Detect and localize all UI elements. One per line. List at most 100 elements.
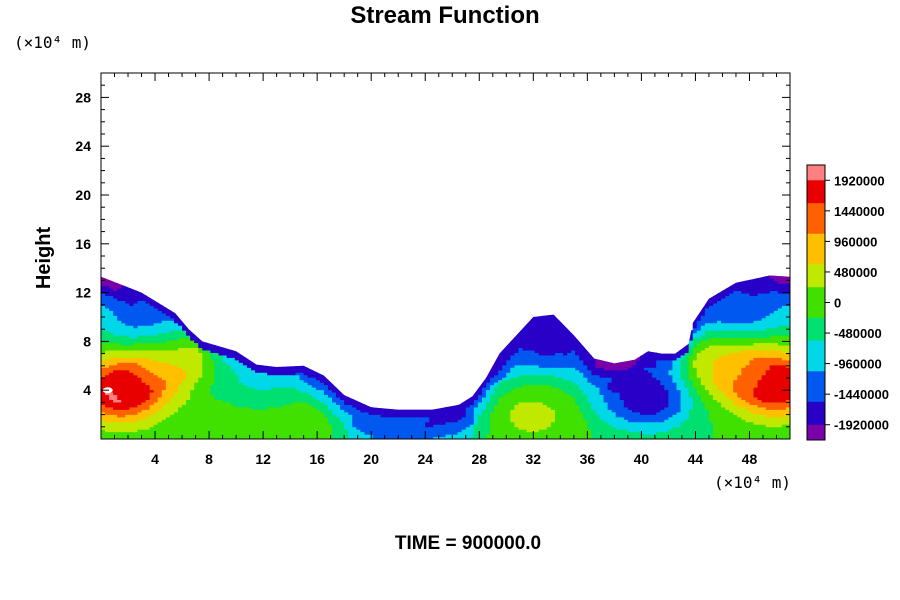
field-cell [336, 411, 341, 415]
field-cell [623, 411, 629, 415]
field-cell [627, 406, 633, 410]
field-cell [514, 426, 520, 430]
field-cell [344, 429, 349, 433]
field-cell [157, 317, 163, 321]
field-cell [413, 416, 418, 420]
field-cell [230, 387, 236, 391]
field-cell [352, 426, 357, 430]
field-cell [372, 429, 378, 433]
field-cell [133, 307, 139, 311]
field-cell [664, 391, 670, 396]
field-cell [494, 414, 499, 418]
field-cell [490, 369, 495, 373]
field-cell [117, 364, 122, 368]
field-cell [117, 406, 122, 410]
field-cell [591, 396, 597, 400]
field-cell [530, 411, 536, 415]
field-cell [510, 352, 515, 356]
field-cell [680, 379, 686, 383]
field-cell [113, 431, 118, 435]
field-cell [125, 302, 130, 306]
field-cell [380, 406, 386, 410]
field-cell [631, 431, 637, 435]
field-cell [587, 367, 592, 371]
field-cell [125, 310, 130, 314]
field-cell [141, 387, 147, 391]
field-cell [550, 404, 556, 408]
field-cell [364, 431, 370, 435]
field-cell [173, 359, 179, 363]
field-cell [117, 352, 122, 356]
field-cell [161, 434, 167, 438]
field-cell [583, 349, 588, 353]
field-cell [522, 426, 528, 430]
field-cell [137, 337, 143, 341]
field-cell [340, 406, 345, 410]
field-cell [404, 414, 410, 418]
field-cell [194, 335, 199, 339]
field-cell [267, 424, 272, 428]
field-cell [473, 406, 479, 410]
field-cell [182, 426, 187, 430]
field-cell [635, 401, 641, 405]
field-cell [534, 426, 540, 430]
field-cell [141, 394, 147, 398]
field-cell [567, 330, 572, 334]
field-cell [417, 411, 422, 415]
field-cell [603, 429, 609, 433]
field-cell [194, 337, 199, 341]
field-cell [242, 379, 248, 383]
field-cell [571, 387, 576, 391]
field-cell [538, 342, 544, 346]
field-cell [105, 372, 110, 376]
field-cell [186, 367, 191, 371]
field-cell [267, 372, 272, 376]
field-cell [534, 429, 540, 433]
field-cell [275, 434, 280, 438]
field-cell [534, 325, 540, 329]
field-cell [125, 337, 130, 341]
field-cell [137, 300, 143, 304]
field-cell [178, 414, 183, 418]
field-cell [554, 327, 560, 331]
field-cell [190, 354, 195, 358]
field-cell [453, 434, 459, 438]
field-cell [190, 404, 195, 408]
field-cell [101, 317, 106, 321]
field-cell [364, 426, 370, 430]
field-cell [384, 429, 390, 433]
field-cell [101, 404, 106, 408]
field-cell [680, 409, 686, 413]
field-cell [579, 374, 584, 378]
field-cell [664, 426, 670, 430]
field-cell [327, 431, 333, 435]
field-cell [234, 434, 240, 438]
field-cell [121, 431, 126, 435]
field-cell [137, 429, 143, 433]
field-cell [263, 367, 268, 371]
field-cell [652, 411, 657, 415]
field-cell [449, 419, 455, 423]
field-cell [477, 387, 483, 391]
field-cell [311, 394, 317, 398]
field-cell [109, 394, 114, 398]
field-cell [109, 362, 114, 366]
field-cell [295, 434, 301, 438]
field-cell [400, 424, 406, 428]
field-cell [635, 419, 641, 423]
field-cell [101, 300, 106, 304]
field-cell [676, 409, 682, 413]
field-cell [656, 406, 661, 410]
field-cell [125, 396, 130, 400]
field-cell [129, 391, 135, 396]
field-cell [157, 429, 163, 433]
field-cell [652, 431, 657, 435]
field-cell [340, 414, 345, 418]
field-cell [133, 434, 139, 438]
field-cell [396, 414, 402, 418]
field-cell [125, 409, 130, 413]
field-cell [571, 431, 576, 435]
field-cell [287, 414, 293, 418]
field-cell [595, 362, 601, 366]
field-cell [498, 369, 503, 373]
